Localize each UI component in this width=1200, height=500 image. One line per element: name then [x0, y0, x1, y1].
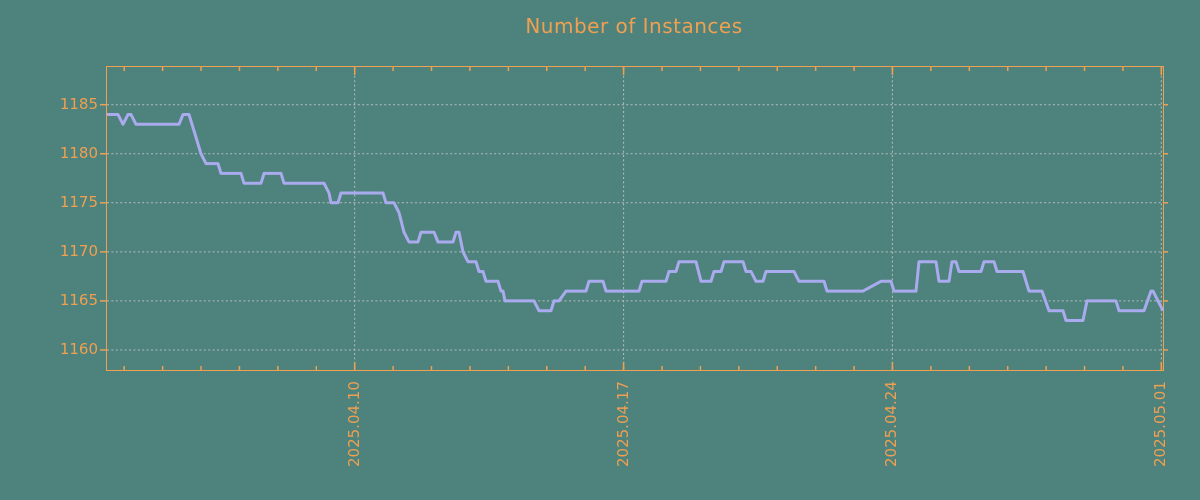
y-axis-label: 1160 [59, 339, 98, 358]
y-axis-label: 1170 [59, 241, 98, 260]
x-axis-label: 2025.04.17 [613, 381, 632, 467]
x-axis-label: 2025.04.10 [344, 381, 363, 467]
plot-area [100, 67, 1168, 370]
chart-title: Number of Instances [525, 14, 743, 38]
y-axis-label: 1175 [59, 192, 98, 211]
x-axis-label: 2025.04.24 [882, 381, 901, 467]
y-axis-label: 1185 [59, 94, 98, 113]
y-axis-label: 1165 [59, 290, 98, 309]
y-axis-label: 1180 [59, 143, 98, 162]
plot-frame [100, 66, 1168, 371]
instance-count-line [107, 113, 1165, 322]
x-axis-label: 2025.05.01 [1151, 381, 1170, 467]
